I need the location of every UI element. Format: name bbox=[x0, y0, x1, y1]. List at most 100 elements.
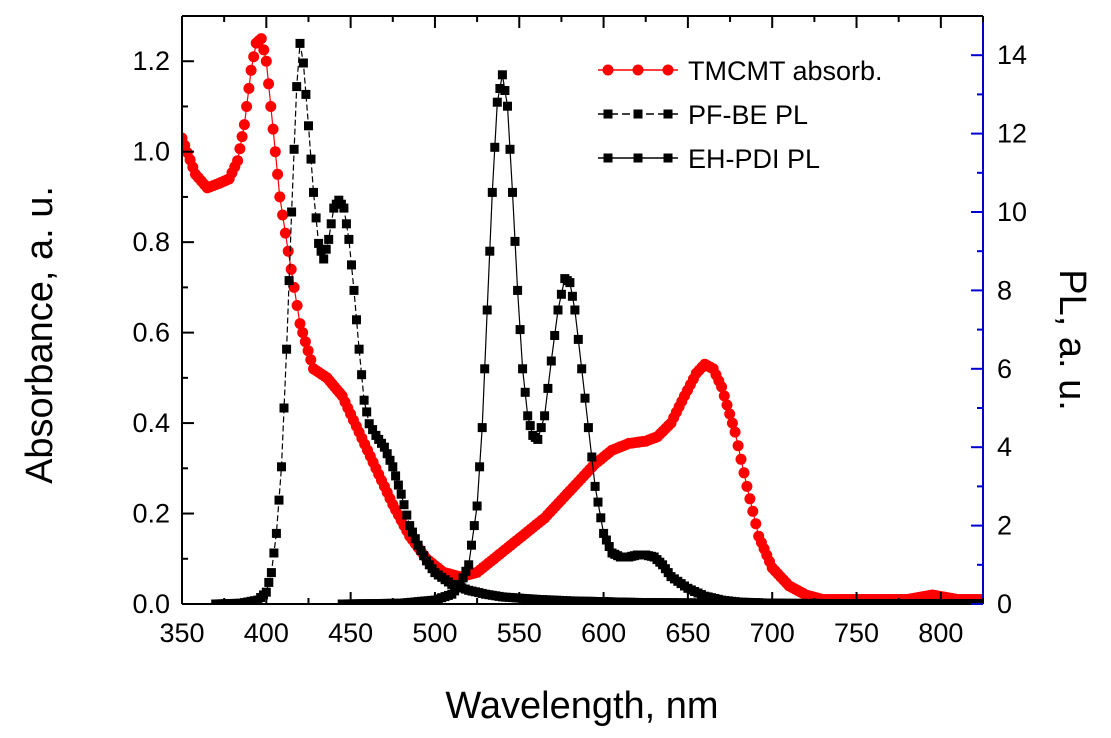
data-point bbox=[492, 97, 502, 107]
data-point bbox=[388, 462, 398, 472]
data-point bbox=[289, 144, 299, 154]
data-point bbox=[311, 213, 321, 223]
data-point bbox=[724, 408, 736, 420]
legend-label: PF-BE PL bbox=[688, 100, 808, 130]
data-point bbox=[540, 411, 550, 421]
data-point bbox=[238, 119, 250, 131]
data-point bbox=[729, 426, 741, 438]
data-point bbox=[266, 568, 276, 578]
y2-tick-label: 6 bbox=[997, 354, 1012, 384]
data-point bbox=[236, 131, 248, 143]
data-point bbox=[294, 318, 306, 330]
y-tick-label: 0.6 bbox=[132, 318, 170, 348]
x-tick-label: 700 bbox=[750, 618, 795, 648]
x-tick-label: 450 bbox=[328, 618, 373, 648]
data-point bbox=[347, 260, 356, 270]
legend-label: EH-PDI PL bbox=[688, 144, 820, 174]
data-point bbox=[305, 354, 317, 366]
legend-item: EH-PDI PL bbox=[598, 144, 820, 174]
legend-marker bbox=[632, 64, 644, 76]
data-point bbox=[458, 573, 468, 583]
data-point bbox=[352, 315, 361, 325]
data-point bbox=[248, 51, 260, 63]
data-point bbox=[349, 285, 359, 295]
data-point bbox=[495, 84, 505, 93]
data-point bbox=[455, 579, 465, 589]
data-point bbox=[469, 521, 479, 531]
data-point bbox=[255, 33, 267, 45]
data-point bbox=[379, 442, 389, 452]
data-point bbox=[583, 423, 593, 433]
data-point bbox=[382, 449, 392, 459]
data-point bbox=[523, 411, 533, 421]
y-axis-title: Absorbance, a. u. bbox=[19, 186, 61, 484]
data-point bbox=[546, 356, 556, 366]
x-axis-title: Wavelength, nm bbox=[445, 685, 718, 727]
data-point bbox=[309, 187, 318, 197]
x-tick-label: 500 bbox=[412, 618, 457, 648]
data-point bbox=[508, 187, 517, 197]
series-pf-be-pl bbox=[211, 38, 983, 604]
y2-tick-label: 2 bbox=[997, 511, 1012, 541]
data-point bbox=[243, 82, 255, 94]
data-point bbox=[405, 521, 415, 531]
data-point bbox=[260, 55, 272, 67]
y2-tick-label: 10 bbox=[997, 197, 1027, 227]
data-point bbox=[735, 453, 747, 465]
data-point bbox=[282, 245, 294, 257]
data-point bbox=[480, 364, 490, 374]
legend-item: TMCMT absorb. bbox=[598, 56, 883, 86]
data-point bbox=[368, 425, 378, 435]
data-point bbox=[408, 527, 417, 537]
data-point bbox=[490, 142, 500, 152]
data-point bbox=[503, 101, 512, 111]
data-point bbox=[596, 513, 606, 523]
data-point bbox=[359, 395, 369, 405]
data-point bbox=[556, 289, 566, 299]
data-point bbox=[267, 123, 279, 135]
data-point bbox=[271, 528, 281, 538]
data-point bbox=[321, 244, 331, 254]
x-tick-label: 550 bbox=[497, 618, 542, 648]
data-point bbox=[269, 146, 281, 158]
data-point bbox=[299, 336, 311, 348]
data-point bbox=[419, 551, 429, 561]
legend-marker bbox=[603, 153, 613, 163]
legend: TMCMT absorb. PF-BE PL EH-PDI PL bbox=[598, 56, 883, 174]
data-point bbox=[464, 560, 474, 570]
legend-marker bbox=[602, 64, 614, 76]
data-point bbox=[587, 452, 597, 462]
data-point bbox=[525, 421, 535, 431]
x-tick-label: 800 bbox=[918, 618, 963, 648]
data-point bbox=[510, 236, 520, 246]
data-point bbox=[978, 599, 983, 604]
data-point bbox=[487, 187, 497, 197]
series-tmcmt-absorb- bbox=[182, 33, 983, 604]
y-tick-label: 0.0 bbox=[132, 589, 170, 619]
x-tick-label: 400 bbox=[244, 618, 289, 648]
data-point bbox=[750, 518, 762, 530]
data-point bbox=[513, 285, 523, 295]
data-point bbox=[399, 500, 409, 510]
data-point bbox=[291, 300, 303, 311]
data-point bbox=[497, 70, 507, 80]
data-point bbox=[732, 440, 744, 452]
data-point bbox=[279, 227, 291, 239]
legend-marker bbox=[633, 153, 643, 163]
data-point bbox=[536, 423, 546, 433]
data-point bbox=[304, 121, 313, 131]
data-point bbox=[477, 423, 487, 433]
data-point bbox=[533, 434, 543, 444]
data-point bbox=[416, 545, 426, 555]
x-tick-label: 350 bbox=[159, 618, 204, 648]
data-point bbox=[567, 291, 577, 301]
data-point bbox=[265, 101, 277, 112]
data-point bbox=[263, 78, 275, 90]
y2-tick-label: 14 bbox=[997, 40, 1027, 70]
data-point bbox=[245, 64, 257, 76]
data-point bbox=[482, 305, 492, 315]
data-point bbox=[285, 263, 297, 275]
data-point bbox=[599, 528, 609, 538]
data-point bbox=[550, 331, 560, 340]
data-point bbox=[505, 144, 515, 154]
